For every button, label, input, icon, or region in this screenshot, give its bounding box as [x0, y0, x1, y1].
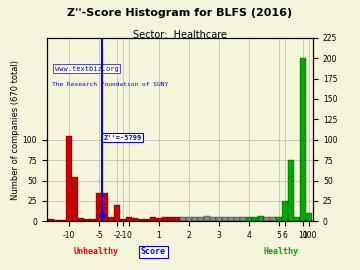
Bar	[288, 160, 294, 221]
Bar	[102, 193, 108, 221]
Bar	[138, 219, 144, 221]
Bar	[252, 217, 258, 221]
Bar	[276, 217, 282, 221]
Bar	[222, 217, 228, 221]
Bar	[168, 217, 174, 221]
Bar	[294, 217, 300, 221]
Bar	[264, 217, 270, 221]
Bar	[114, 205, 120, 221]
Bar	[306, 213, 312, 221]
Bar	[282, 201, 288, 221]
Bar	[216, 217, 222, 221]
Bar	[258, 216, 264, 221]
Bar	[186, 217, 192, 221]
Bar	[66, 136, 72, 221]
Bar	[234, 217, 240, 221]
Bar	[54, 220, 60, 221]
Bar	[204, 216, 210, 221]
Y-axis label: Number of companies (670 total): Number of companies (670 total)	[11, 60, 20, 200]
Bar	[108, 217, 114, 221]
Bar	[90, 219, 96, 221]
Bar	[162, 217, 168, 221]
Bar	[180, 217, 186, 221]
Bar	[228, 217, 234, 221]
Bar	[120, 219, 126, 221]
Bar	[60, 220, 66, 221]
Bar	[72, 177, 78, 221]
Text: Z''-Score Histogram for BLFS (2016): Z''-Score Histogram for BLFS (2016)	[67, 8, 293, 18]
Bar	[132, 218, 138, 221]
Bar	[96, 193, 102, 221]
Text: Score: Score	[141, 247, 166, 256]
Bar	[270, 217, 276, 221]
Bar	[156, 218, 162, 221]
Bar	[78, 218, 84, 221]
Bar	[126, 217, 132, 221]
Text: Sector:  Healthcare: Sector: Healthcare	[133, 30, 227, 40]
Bar	[210, 217, 216, 221]
Bar	[300, 58, 306, 221]
Text: The Research Foundation of SUNY: The Research Foundation of SUNY	[52, 82, 168, 87]
Bar	[174, 217, 180, 221]
Bar	[144, 219, 150, 221]
Bar	[198, 217, 204, 221]
Text: www.textbiz.org: www.textbiz.org	[55, 66, 118, 72]
Text: Healthy: Healthy	[264, 247, 299, 256]
Bar	[48, 219, 54, 221]
Bar	[240, 217, 246, 221]
Text: Unhealthy: Unhealthy	[73, 247, 118, 256]
Text: Z''=-5799: Z''=-5799	[103, 135, 141, 141]
Bar	[192, 217, 198, 221]
Bar	[246, 217, 252, 221]
Bar	[150, 217, 156, 221]
Bar	[84, 219, 90, 221]
